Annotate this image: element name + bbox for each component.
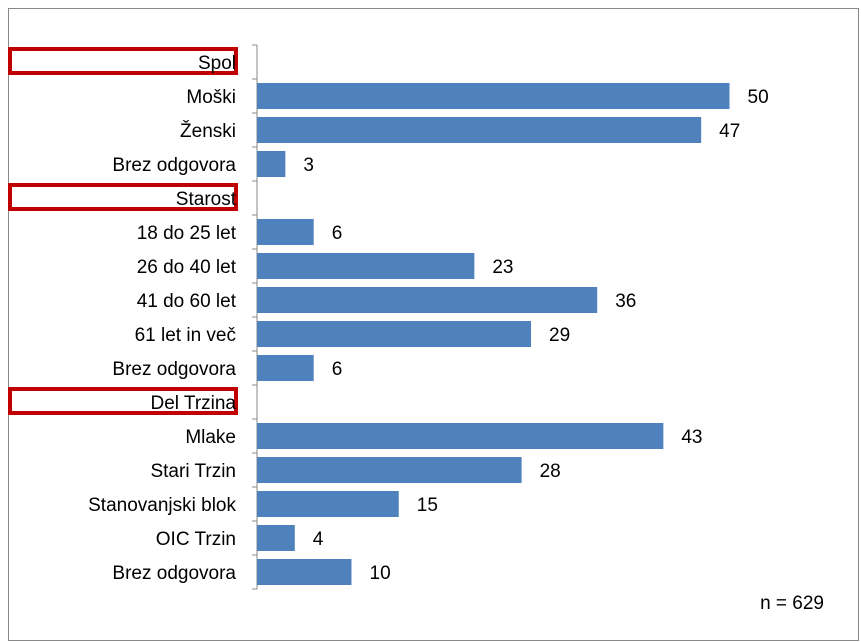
category-label: Stanovanjski blok [88,495,236,516]
category-label: 26 do 40 let [137,257,237,278]
bar [257,491,399,517]
value-label: 28 [540,461,561,482]
value-label: 47 [719,121,740,142]
bar [257,219,314,245]
category-label: Mlake [185,427,236,448]
category-label: Del Trzina [150,393,236,414]
value-label: 6 [332,359,343,380]
category-label: Brez odgovora [112,155,236,176]
category-label: Stari Trzin [150,461,236,482]
category-label: 41 do 60 let [137,291,237,312]
header-box [8,47,238,75]
bar [257,83,730,109]
category-label: Starost [176,189,237,210]
value-label: 4 [313,529,324,550]
category-label: 18 do 25 let [137,223,237,244]
value-label: 29 [549,325,570,346]
bar [257,355,314,381]
category-label: Brez odgovora [112,563,236,584]
bar [257,287,598,313]
bar [257,423,664,449]
value-label: 15 [417,495,438,516]
value-label: 6 [332,223,343,244]
category-label: 61 let in več [135,325,236,346]
value-label: 3 [303,155,314,176]
value-label: 36 [615,291,636,312]
annotation: n = 629 [760,593,824,614]
bar [257,117,702,143]
category-label: Spol [198,53,236,74]
bar [257,151,286,177]
value-label: 43 [681,427,702,448]
bar [257,321,532,347]
category-label: Ženski [180,120,236,142]
category-label: OIC Trzin [156,529,236,550]
header-box [8,183,238,211]
category-label: Brez odgovora [112,359,236,380]
header-box [8,387,238,415]
category-label: Moški [186,87,236,108]
bar [257,253,475,279]
bar [257,457,522,483]
bar [257,525,295,551]
value-label: 23 [492,257,513,278]
value-label: 10 [370,563,391,584]
value-label: 50 [748,87,769,108]
bar [257,559,352,585]
